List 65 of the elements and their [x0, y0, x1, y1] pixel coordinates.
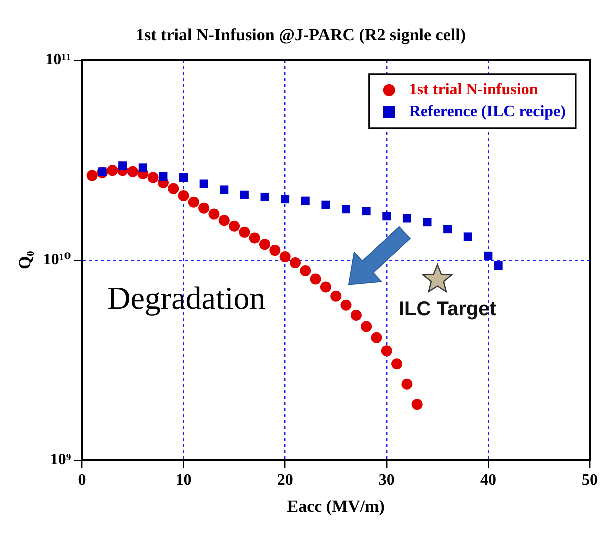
point	[362, 207, 371, 216]
point	[260, 192, 270, 202]
point	[200, 180, 208, 188]
point	[300, 266, 312, 277]
point	[229, 220, 240, 232]
x-tick-label: 40	[480, 472, 496, 490]
point	[342, 205, 350, 214]
y-tick-label: 10⁹	[50, 452, 72, 469]
point	[402, 214, 412, 223]
point	[118, 162, 128, 170]
x-tick-label: 50	[582, 472, 598, 490]
point	[218, 215, 230, 226]
point	[484, 252, 493, 260]
point	[180, 174, 188, 182]
x-tick-label: 30	[378, 472, 395, 490]
point	[239, 226, 250, 238]
point	[301, 196, 310, 206]
y-axis-title: Q₀	[16, 251, 35, 270]
point	[107, 165, 118, 176]
point	[270, 245, 281, 256]
point	[392, 358, 403, 370]
point	[444, 225, 452, 234]
point	[280, 251, 291, 262]
point	[138, 164, 148, 172]
point	[281, 195, 290, 204]
point	[402, 378, 413, 390]
point	[240, 190, 249, 200]
chart-title: 1st trial N-Infusion @J-PARC (R2 signle cell)	[136, 26, 466, 45]
x-axis-title: Eacc (MV/m)	[287, 497, 385, 516]
point	[168, 183, 180, 194]
annotation: ILC Target	[398, 298, 497, 320]
point	[127, 166, 138, 178]
point	[188, 196, 200, 208]
y-tick-label: 10¹¹	[46, 52, 72, 69]
point	[178, 190, 190, 202]
point	[371, 332, 382, 344]
point	[381, 346, 392, 357]
point	[382, 212, 392, 221]
point	[220, 186, 229, 194]
point	[159, 172, 168, 181]
point	[249, 232, 260, 244]
point	[86, 170, 98, 182]
x-tick-label: 0	[78, 472, 86, 490]
legend-label: 1st trial N-infusion	[409, 82, 538, 99]
point	[322, 200, 330, 210]
point	[350, 310, 362, 322]
point	[423, 218, 432, 227]
legend-label: Reference (ILC recipe)	[409, 104, 566, 121]
point	[198, 202, 210, 214]
point	[320, 282, 332, 293]
point	[464, 232, 472, 242]
point	[330, 290, 342, 302]
point	[260, 239, 271, 250]
point	[340, 300, 352, 311]
point	[290, 258, 301, 269]
y-tick-label: 10¹⁰	[43, 252, 72, 269]
x-tick-label: 20	[277, 472, 294, 490]
point	[208, 208, 220, 220]
point	[310, 274, 322, 285]
x-tick-label: 10	[176, 472, 192, 490]
point	[412, 399, 423, 410]
point	[148, 172, 159, 184]
point	[361, 321, 372, 332]
annotation: Degradation	[108, 280, 266, 316]
point	[494, 262, 503, 270]
